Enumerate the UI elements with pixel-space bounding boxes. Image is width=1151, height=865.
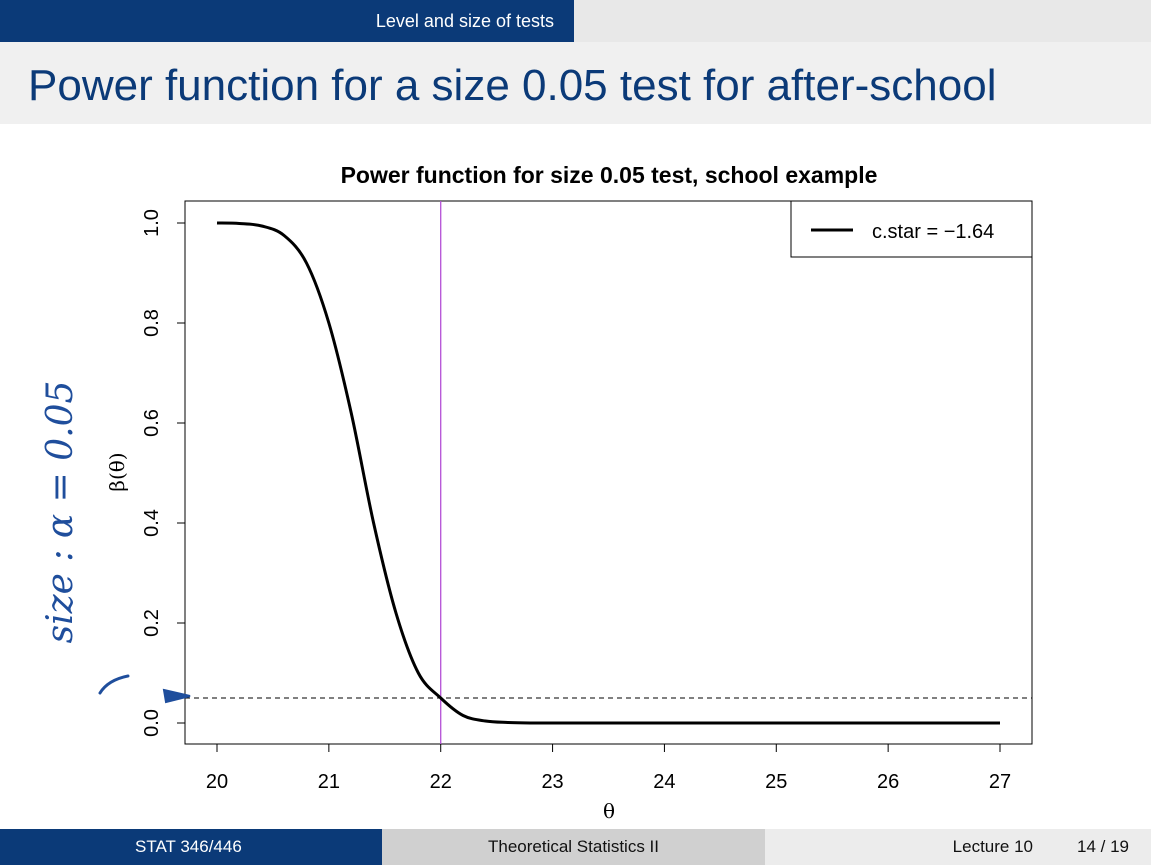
plot-box (184, 200, 1033, 745)
power-curve-line (216, 221, 1000, 725)
footer-bar: STAT 346/446 Theoretical Statistics II L… (0, 829, 1151, 865)
power-function-chart: Power function for size 0.05 test, schoo… (40, 162, 1033, 823)
slide-title: Power function for a size 0.05 test for … (28, 61, 997, 110)
footer-subject: Theoretical Statistics II (382, 829, 765, 865)
chart-title: Power function for size 0.05 test, schoo… (341, 162, 878, 188)
x-tick-label: 21 (318, 771, 340, 793)
x-tick-label: 26 (877, 771, 899, 793)
y-axis-label: β(θ) (105, 452, 129, 491)
y-tick-label: 0.6 (141, 409, 163, 437)
title-bar: Power function for a size 0.05 test for … (0, 42, 1151, 124)
y-axis: 0.0 0.2 0.4 0.6 0.8 1.0 (141, 209, 186, 737)
handwritten-pointer-stroke (98, 674, 130, 695)
x-tick-label: 27 (989, 771, 1011, 793)
handwritten-arrow-mark (162, 688, 191, 704)
y-tick-label: 0.4 (141, 509, 163, 537)
section-title: Level and size of tests (0, 0, 574, 42)
handwritten-annotation: size : α = 0.05 (40, 381, 191, 704)
x-axis: 20 21 22 23 24 25 26 27 (206, 743, 1011, 793)
x-tick-label: 23 (541, 771, 563, 793)
top-bar: Level and size of tests (0, 0, 1151, 42)
x-tick-label: 22 (430, 771, 452, 793)
handwritten-size-note: size : α = 0.05 (40, 381, 81, 644)
x-tick-label: 25 (765, 771, 787, 793)
y-tick-label: 0.2 (141, 609, 163, 637)
legend: c.star = −1.64 (790, 200, 1033, 258)
x-tick-label: 24 (653, 771, 675, 793)
x-axis-label: θ (603, 799, 615, 823)
footer-right: Lecture 10 14 / 19 (765, 829, 1151, 865)
footer-page-number: 14 / 19 (1077, 837, 1129, 856)
legend-entry: c.star = −1.64 (872, 221, 994, 243)
footer-course: STAT 346/446 (0, 829, 382, 865)
y-tick-label: 0.8 (141, 309, 163, 337)
footer-lecture: Lecture 10 (952, 837, 1033, 856)
x-tick-label: 20 (206, 771, 228, 793)
y-tick-label: 0.0 (141, 709, 163, 737)
y-tick-label: 1.0 (141, 209, 163, 237)
reference-lines (185, 201, 1032, 744)
